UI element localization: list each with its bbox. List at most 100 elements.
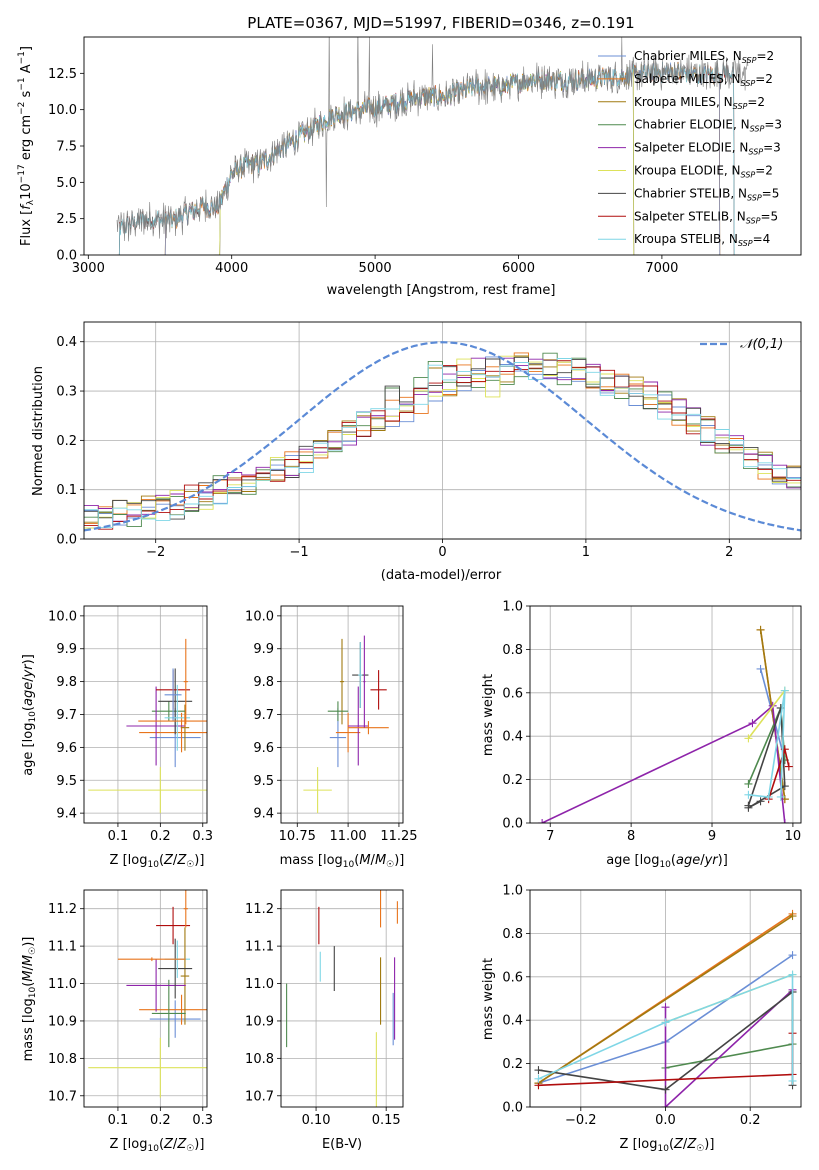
plot-area — [286, 890, 398, 1107]
x-tick-label: 2 — [725, 545, 733, 560]
y-tick-label: 0.3 — [56, 385, 77, 400]
x-tick-label: 11.25 — [380, 829, 417, 844]
y-tick-label: 9.4 — [253, 807, 274, 822]
x-tick-label: 10 — [785, 829, 802, 844]
x-tick-label: 4000 — [215, 261, 248, 276]
residual-ylabel: Normed distribution — [31, 366, 46, 496]
axes-frame — [83, 889, 208, 1108]
spectrum-ylabel: Flux [fλ10−17 erg cm−2 s−1 A−1] — [17, 46, 36, 246]
legend-label: 𝒩(0,1) — [740, 337, 783, 352]
x-tick-label: 5000 — [359, 261, 392, 276]
weight-vs-age-panel: 7 8 9 10 0.0 0.2 0.4 0.6 0.8 1.0 age [log10(age/y… — [481, 600, 802, 870]
mass-ebv-xlabel: E(B-V) — [322, 1137, 362, 1152]
observed-spectrum-line — [116, 37, 749, 242]
axes: 0.1 0.2 0.3 10.7 10.8 10.9 11.0 11.1 11.2 — [48, 889, 213, 1128]
axes: 10.75 11.00 11.25 9.4 9.5 9.6 9.7 9.8 9.9 10.0 — [245, 605, 418, 844]
plot-area — [88, 638, 207, 814]
axes-frame — [529, 605, 802, 824]
weight-series-line — [538, 915, 793, 1084]
y-tick-label: 11.2 — [245, 902, 274, 917]
y-tick-label: 0.6 — [502, 686, 523, 701]
mass-vs-extinction-panel: 0.10 0.15 10.7 10.8 10.9 11.0 11.1 11.2 E(B-V) — [245, 889, 404, 1152]
residual-xlabel: (data-model)/error — [381, 568, 502, 583]
weight-age-xlabel: age [log10(age/yr)] — [606, 853, 728, 870]
weight-series-line — [748, 690, 786, 798]
y-tick-label: 0.4 — [502, 730, 523, 745]
y-tick-label: 1.0 — [502, 600, 523, 615]
plot-area — [538, 625, 793, 823]
y-tick-label: 11.0 — [245, 977, 274, 992]
y-tick-label: 0.8 — [502, 927, 523, 942]
y-tick-label: 0.1 — [56, 483, 77, 498]
legend-label: Kroupa ELODIE, NSSP=2 — [634, 164, 773, 180]
y-tick-label: 10.0 — [48, 103, 77, 118]
weight-vs-metallicity-panel: −0.2 0.0 0.2 0.0 0.2 0.4 0.6 0.8 1.0 Z [log10(Z/… — [481, 884, 802, 1154]
x-tick-label: 0.1 — [108, 829, 129, 844]
normal-reference-curve — [84, 341, 801, 532]
y-tick-label: 10.7 — [245, 1089, 274, 1104]
weight-series-line — [747, 690, 786, 739]
x-tick-label: 8 — [627, 829, 635, 844]
y-tick-label: 9.7 — [56, 708, 77, 723]
age-z-ylabel: age [log10(age/yr)] — [21, 654, 38, 776]
axes-frame — [83, 605, 208, 824]
y-tick-label: 10.0 — [48, 609, 77, 624]
weight-age-ylabel: mass weight — [481, 674, 496, 756]
mass-z-xlabel: Z [log10(Z/Z☉)] — [110, 1137, 205, 1154]
axes: 0.10 0.15 10.7 10.8 10.9 11.0 11.1 11.2 — [245, 889, 404, 1128]
y-tick-label: 5.0 — [56, 176, 77, 191]
age-mass-xlabel: mass [log10(M/M☉)] — [280, 853, 405, 870]
plot-area — [534, 909, 797, 1107]
x-tick-label: 10.75 — [279, 829, 316, 844]
x-tick-label: 1 — [582, 545, 590, 560]
mass-z-ylabel: mass [log10(M/M☉)] — [21, 937, 38, 1062]
x-tick-label: 0.3 — [192, 1113, 213, 1128]
y-tick-label: 0.4 — [56, 335, 77, 350]
x-tick-label: 0 — [438, 545, 446, 560]
weight-z-ylabel: mass weight — [481, 958, 496, 1040]
x-tick-label: 7 — [546, 829, 554, 844]
legend-label: Chabrier STELIB, NSSP=5 — [634, 186, 779, 202]
y-tick-label: 9.9 — [253, 642, 274, 657]
age-vs-mass-panel: 10.75 11.00 11.25 9.4 9.5 9.6 9.7 9.8 9.9 10.0 ma… — [245, 605, 418, 870]
axes-frame — [83, 321, 802, 540]
y-tick-label: 0.8 — [502, 643, 523, 658]
y-tick-label: 9.9 — [56, 642, 77, 657]
x-tick-label: 6000 — [502, 261, 535, 276]
residual-histogram-series — [84, 360, 801, 539]
legend-label: Kroupa STELIB, NSSP=4 — [634, 232, 770, 248]
weight-z-xlabel: Z [log10(Z/Z☉)] — [620, 1137, 715, 1154]
x-tick-label: 0.15 — [372, 1113, 401, 1128]
plot-area — [84, 341, 801, 539]
y-tick-label: 0.4 — [502, 1014, 523, 1029]
y-tick-label: 9.4 — [56, 807, 77, 822]
y-tick-label: 10.9 — [48, 1014, 77, 1029]
x-tick-label: 11.00 — [329, 829, 366, 844]
y-tick-label: 9.5 — [253, 774, 274, 789]
x-tick-label: 7000 — [645, 261, 678, 276]
y-tick-label: 0.0 — [56, 249, 77, 264]
axes-frame — [529, 889, 802, 1108]
x-tick-label: 0.0 — [655, 1113, 676, 1128]
axes-frame — [280, 605, 404, 824]
x-tick-label: 0.10 — [302, 1113, 331, 1128]
axes: 0.1 0.2 0.3 9.4 9.5 9.6 9.7 9.8 9.9 10.0 — [48, 605, 213, 844]
legend-label: Salpeter STELIB, NSSP=5 — [634, 209, 778, 225]
x-tick-label: 0.2 — [150, 1113, 171, 1128]
y-tick-label: 11.2 — [48, 902, 77, 917]
y-tick-label: 0.0 — [56, 533, 77, 548]
x-tick-label: 0.1 — [108, 1113, 129, 1128]
legend-label: Salpeter MILES, NSSP=2 — [634, 72, 773, 88]
x-tick-label: 0.3 — [192, 829, 213, 844]
x-tick-label: 3000 — [72, 261, 105, 276]
legend-label: Chabrier MILES, NSSP=2 — [634, 49, 774, 65]
y-tick-label: 10.8 — [48, 1052, 77, 1067]
y-tick-label: 0.6 — [502, 970, 523, 985]
legend-label: Salpeter ELODIE, NSSP=3 — [634, 141, 781, 157]
y-tick-label: 0.2 — [502, 1057, 523, 1072]
spectrum-xlabel: wavelength [Angstrom, rest frame] — [327, 283, 556, 298]
y-tick-label: 10.8 — [245, 1052, 274, 1067]
weight-series-line — [538, 973, 794, 1081]
mass-vs-metallicity-panel: 0.1 0.2 0.3 10.7 10.8 10.9 11.0 11.1 11.2 Z [log… — [21, 889, 213, 1154]
